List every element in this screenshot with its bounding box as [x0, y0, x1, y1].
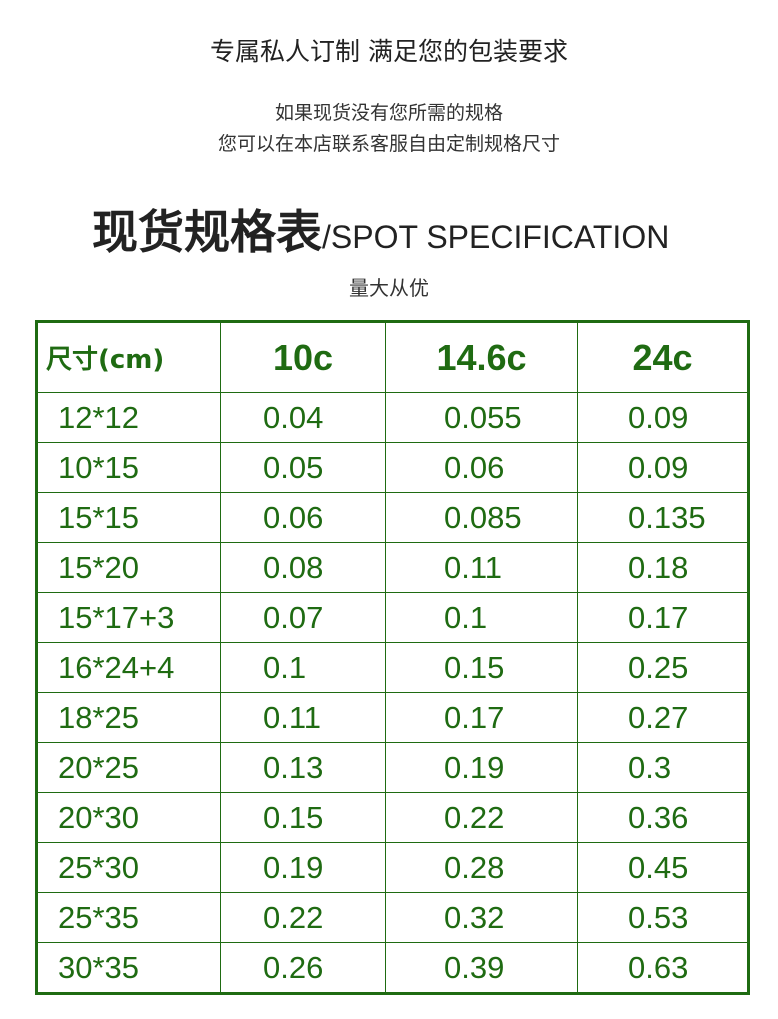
price-cell: 0.26 — [220, 942, 386, 994]
size-cell: 25*30 — [36, 842, 221, 893]
size-cell: 12*12 — [36, 392, 221, 443]
size-cell: 15*15 — [36, 492, 221, 543]
table-row: 25*35 0.22 0.32 0.53 — [36, 892, 749, 943]
price-cell: 0.135 — [577, 492, 749, 543]
price-cell: 0.18 — [577, 542, 749, 593]
price-cell: 0.15 — [220, 792, 386, 843]
price-cell: 0.53 — [577, 892, 749, 943]
size-cell: 16*24+4 — [36, 642, 221, 693]
price-cell: 0.28 — [385, 842, 578, 893]
price-cell: 0.19 — [220, 842, 386, 893]
size-cell: 20*25 — [36, 742, 221, 793]
price-cell: 0.11 — [385, 542, 578, 593]
column-header: 24c — [577, 321, 749, 393]
price-cell: 0.45 — [577, 842, 749, 893]
page-title: 专属私人订制 满足您的包装要求 — [210, 37, 568, 66]
table-row: 25*30 0.19 0.28 0.45 — [36, 842, 749, 893]
column-header: 尺寸(cm) — [36, 321, 221, 393]
spec-table: 尺寸(cm) 10c 14.6c 24c 12*12 0.04 0.055 0.09 10*1… — [35, 320, 750, 995]
price-cell: 0.08 — [220, 542, 386, 593]
column-header: 14.6c — [385, 321, 578, 393]
price-cell: 0.17 — [385, 692, 578, 743]
price-cell: 0.06 — [385, 442, 578, 493]
table-header-row: 尺寸(cm) 10c 14.6c 24c — [36, 321, 749, 393]
price-cell: 0.055 — [385, 392, 578, 443]
size-cell: 15*20 — [36, 542, 221, 593]
price-cell: 0.09 — [577, 442, 749, 493]
price-cell: 0.39 — [385, 942, 578, 994]
column-header: 10c — [220, 321, 386, 393]
price-cell: 0.25 — [577, 642, 749, 693]
price-cell: 0.07 — [220, 592, 386, 643]
price-cell: 0.1 — [220, 642, 386, 693]
table-row: 30*35 0.26 0.39 0.63 — [36, 942, 749, 994]
subtitle-line-1: 如果现货没有您所需的规格 — [274, 102, 503, 124]
table-row: 20*30 0.15 0.22 0.36 — [36, 792, 749, 843]
table-row: 16*24+4 0.1 0.15 0.25 — [36, 642, 749, 693]
price-cell: 0.36 — [577, 792, 749, 843]
size-cell: 20*30 — [36, 792, 221, 843]
price-cell: 0.63 — [577, 942, 749, 994]
size-cell: 15*17+3 — [36, 592, 221, 643]
price-cell: 0.1 — [385, 592, 578, 643]
price-cell: 0.11 — [220, 692, 386, 743]
subtitle-line-2: 您可以在本店联系客服自由定制规格尺寸 — [217, 133, 560, 155]
size-cell: 25*35 — [36, 892, 221, 943]
price-cell: 0.085 — [385, 492, 578, 543]
size-cell: 30*35 — [36, 942, 221, 994]
table-row: 10*15 0.05 0.06 0.09 — [36, 442, 749, 493]
table-row: 15*17+3 0.07 0.1 0.17 — [36, 592, 749, 643]
table-row: 15*20 0.08 0.11 0.18 — [36, 542, 749, 593]
price-cell: 0.06 — [220, 492, 386, 543]
price-cell: 0.13 — [220, 742, 386, 793]
spec-heading: 现货规格表/SPOT SPECIFICATION — [92, 196, 669, 262]
price-cell: 0.15 — [385, 642, 578, 693]
price-cell: 0.3 — [577, 742, 749, 793]
bulk-note: 量大从优 — [349, 276, 429, 300]
size-cell: 18*25 — [36, 692, 221, 743]
price-cell: 0.17 — [577, 592, 749, 643]
spec-heading-zh: 现货规格表 — [92, 205, 322, 259]
table-row: 12*12 0.04 0.055 0.09 — [36, 392, 749, 443]
price-cell: 0.22 — [220, 892, 386, 943]
price-cell: 0.32 — [385, 892, 578, 943]
table-row: 20*25 0.13 0.19 0.3 — [36, 742, 749, 793]
price-cell: 0.04 — [220, 392, 386, 443]
price-cell: 0.22 — [385, 792, 578, 843]
price-cell: 0.27 — [577, 692, 749, 743]
price-cell: 0.09 — [577, 392, 749, 443]
table-row: 18*25 0.11 0.17 0.27 — [36, 692, 749, 743]
table-row: 15*15 0.06 0.085 0.135 — [36, 492, 749, 543]
price-cell: 0.05 — [220, 442, 386, 493]
size-cell: 10*15 — [36, 442, 221, 493]
spec-heading-en: /SPOT SPECIFICATION — [322, 219, 670, 255]
price-cell: 0.19 — [385, 742, 578, 793]
